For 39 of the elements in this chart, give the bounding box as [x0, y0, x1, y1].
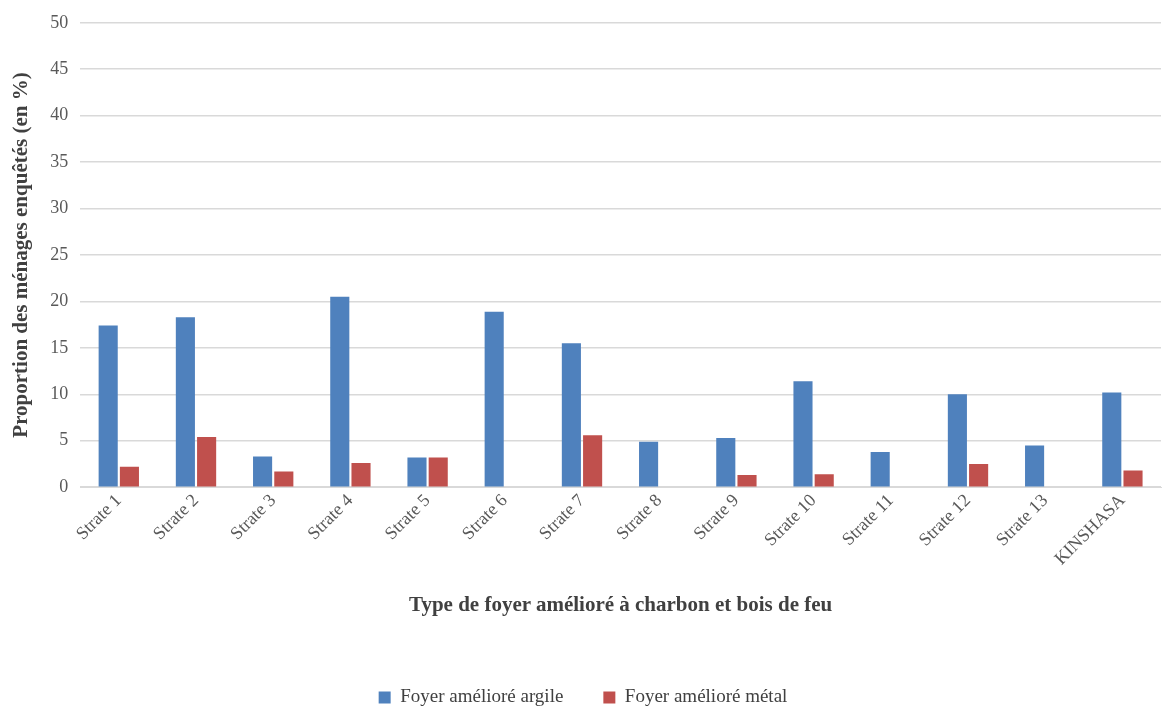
- bar: [1123, 470, 1143, 487]
- bar: [119, 466, 139, 487]
- bar: [814, 474, 834, 487]
- bar: [428, 457, 448, 487]
- bar: [716, 437, 736, 487]
- bar: [330, 296, 350, 487]
- y-tick-label: 0: [59, 475, 69, 496]
- y-axis-title: Proportion des ménages enquêtés (en %): [8, 72, 33, 438]
- legend-label: Foyer amélioré argile: [400, 685, 564, 707]
- bar: [274, 471, 294, 487]
- bar: [1025, 445, 1045, 487]
- bar: [870, 451, 890, 487]
- x-axis-title: Type de foyer amélioré à charbon et bois de feu: [408, 591, 833, 616]
- bar: [947, 394, 967, 487]
- bar: [197, 437, 217, 487]
- y-tick-label: 25: [50, 243, 69, 264]
- bar: [407, 457, 427, 487]
- bar: [737, 475, 757, 487]
- y-tick-label: 15: [50, 336, 69, 357]
- bar: [253, 456, 273, 487]
- y-tick-label: 10: [50, 383, 69, 404]
- y-tick-label: 20: [50, 290, 69, 311]
- y-tick-label: 40: [50, 104, 69, 125]
- bar: [583, 435, 603, 487]
- bar: [969, 463, 989, 487]
- legend-label: Foyer amélioré métal: [624, 685, 788, 707]
- bar: [561, 343, 581, 487]
- bar: [175, 317, 195, 487]
- y-tick-label: 5: [59, 429, 69, 450]
- bar: [639, 441, 659, 487]
- y-tick-label: 35: [50, 150, 69, 171]
- y-tick-label: 45: [50, 57, 69, 78]
- bar: [351, 463, 371, 487]
- y-tick-label: 50: [50, 11, 69, 32]
- y-tick-label: 30: [50, 197, 69, 218]
- bar: [484, 311, 504, 487]
- bar: [98, 325, 118, 487]
- bar: [1102, 392, 1122, 487]
- bar: [793, 381, 813, 487]
